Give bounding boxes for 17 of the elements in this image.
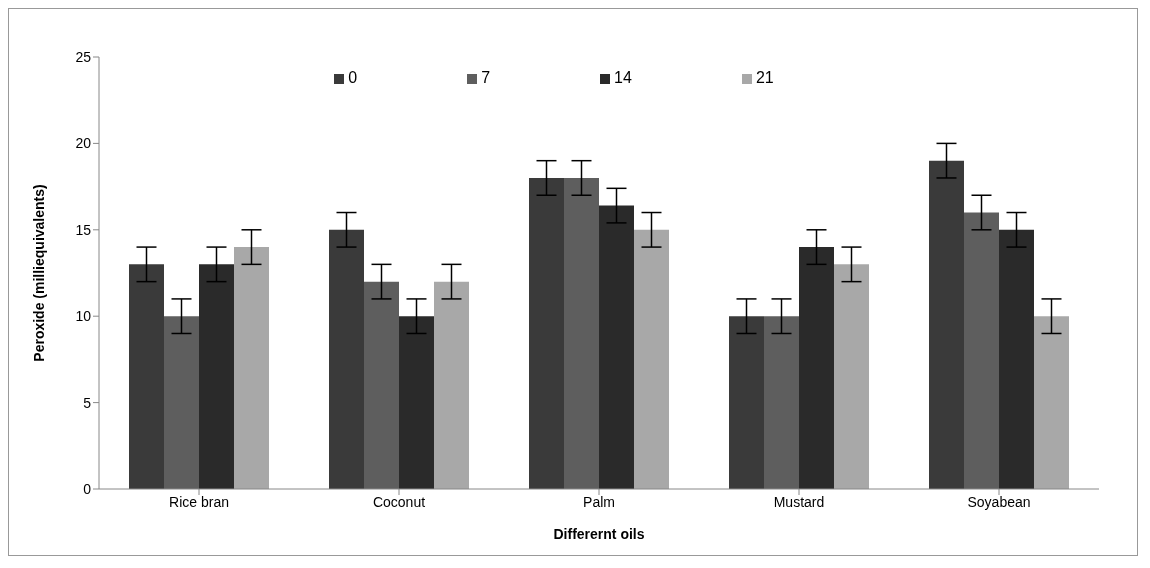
x-tick-label: Coconut [372,493,426,510]
y-tick-label: 25 [75,48,92,65]
legend-label: 14 [614,69,632,86]
y-tick-label: 5 [83,394,92,411]
x-tick-label: Mustard [773,493,825,510]
x-tick-label: Soyabean [967,493,1031,510]
x-tick-label: Rice bran [169,493,229,510]
legend-label: 0 [348,69,358,86]
y-tick-label: 20 [75,135,92,152]
x-tick-label: Palm [583,493,615,510]
legend-label: 21 [755,69,774,86]
y-tick-label: 10 [75,308,92,325]
y-tick-label: 0 [83,480,92,497]
x-axis-title: Differernt oils [553,526,645,542]
y-tick-label: 15 [75,221,92,238]
legend-label: 7 [481,69,491,86]
y-axis-title: Peroxide (milliequivalents) [30,184,47,362]
